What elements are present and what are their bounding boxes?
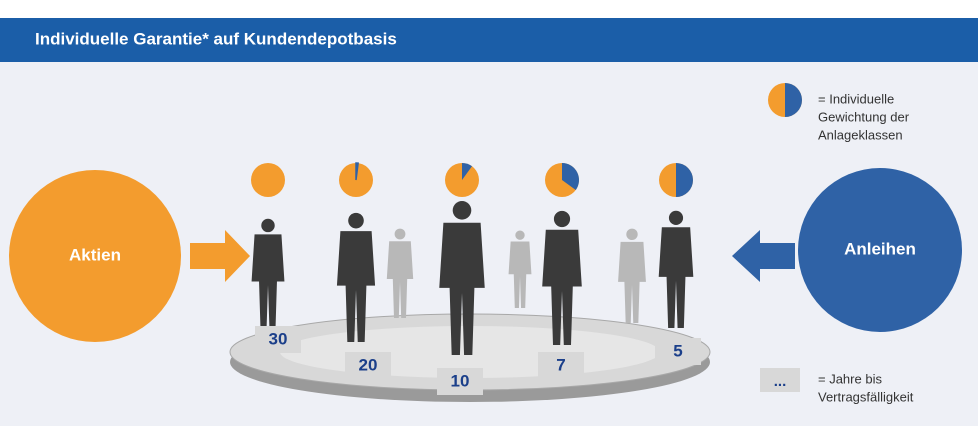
years-box bbox=[345, 352, 391, 379]
figure-body bbox=[658, 227, 694, 328]
pie-slice bbox=[462, 163, 472, 180]
legend-text: = Jahre bis bbox=[818, 371, 882, 386]
years-label: 7 bbox=[556, 355, 565, 374]
anleihen-circle bbox=[798, 168, 962, 332]
years-label: 5 bbox=[673, 341, 682, 360]
header-bar bbox=[0, 18, 978, 62]
legend-text: = Individuelle bbox=[818, 91, 894, 106]
figure-body bbox=[336, 231, 376, 342]
figure-body bbox=[618, 241, 646, 323]
aktien-label: Aktien bbox=[69, 245, 121, 264]
legend-text: Vertragsfälligkeit bbox=[818, 389, 914, 404]
figure-head bbox=[348, 212, 364, 229]
anleihen-arrow bbox=[732, 230, 795, 282]
legend-box bbox=[760, 368, 800, 392]
legend-text: Anlageklassen bbox=[818, 127, 903, 142]
figure-body bbox=[439, 222, 485, 355]
figure-body bbox=[508, 241, 532, 308]
pie-slice bbox=[676, 163, 693, 197]
figure-body bbox=[386, 241, 414, 318]
pie-base bbox=[251, 163, 285, 197]
legend-box-symbol: ... bbox=[774, 373, 787, 390]
content: = Individuelle Gewichtung der Anlageklasse… bbox=[251, 83, 914, 404]
figure-head bbox=[553, 210, 571, 228]
legend-text: Gewichtung der bbox=[818, 109, 910, 124]
pie-slice bbox=[562, 163, 580, 190]
years-box bbox=[255, 326, 301, 353]
years-box bbox=[538, 352, 584, 379]
figure-head bbox=[452, 201, 472, 220]
years-box bbox=[655, 338, 701, 365]
figure-head bbox=[668, 210, 684, 225]
figure-head bbox=[626, 228, 638, 241]
years-label: 30 bbox=[269, 329, 288, 348]
figure-head bbox=[261, 218, 275, 233]
aktien-circle bbox=[9, 170, 181, 342]
pie-slice bbox=[355, 162, 359, 181]
figure-body bbox=[251, 234, 285, 330]
years-label: 10 bbox=[451, 371, 470, 390]
figure-head bbox=[515, 230, 525, 240]
header-title: Individuelle Garantie* auf Kundendepotba… bbox=[35, 29, 397, 48]
anleihen-label: Anleihen bbox=[844, 239, 916, 258]
aktien-arrow bbox=[190, 230, 250, 282]
years-label: 20 bbox=[359, 355, 378, 374]
figure-body bbox=[542, 229, 582, 345]
years-box bbox=[437, 368, 483, 395]
pie-slice bbox=[785, 83, 802, 117]
figure-head bbox=[394, 228, 406, 240]
